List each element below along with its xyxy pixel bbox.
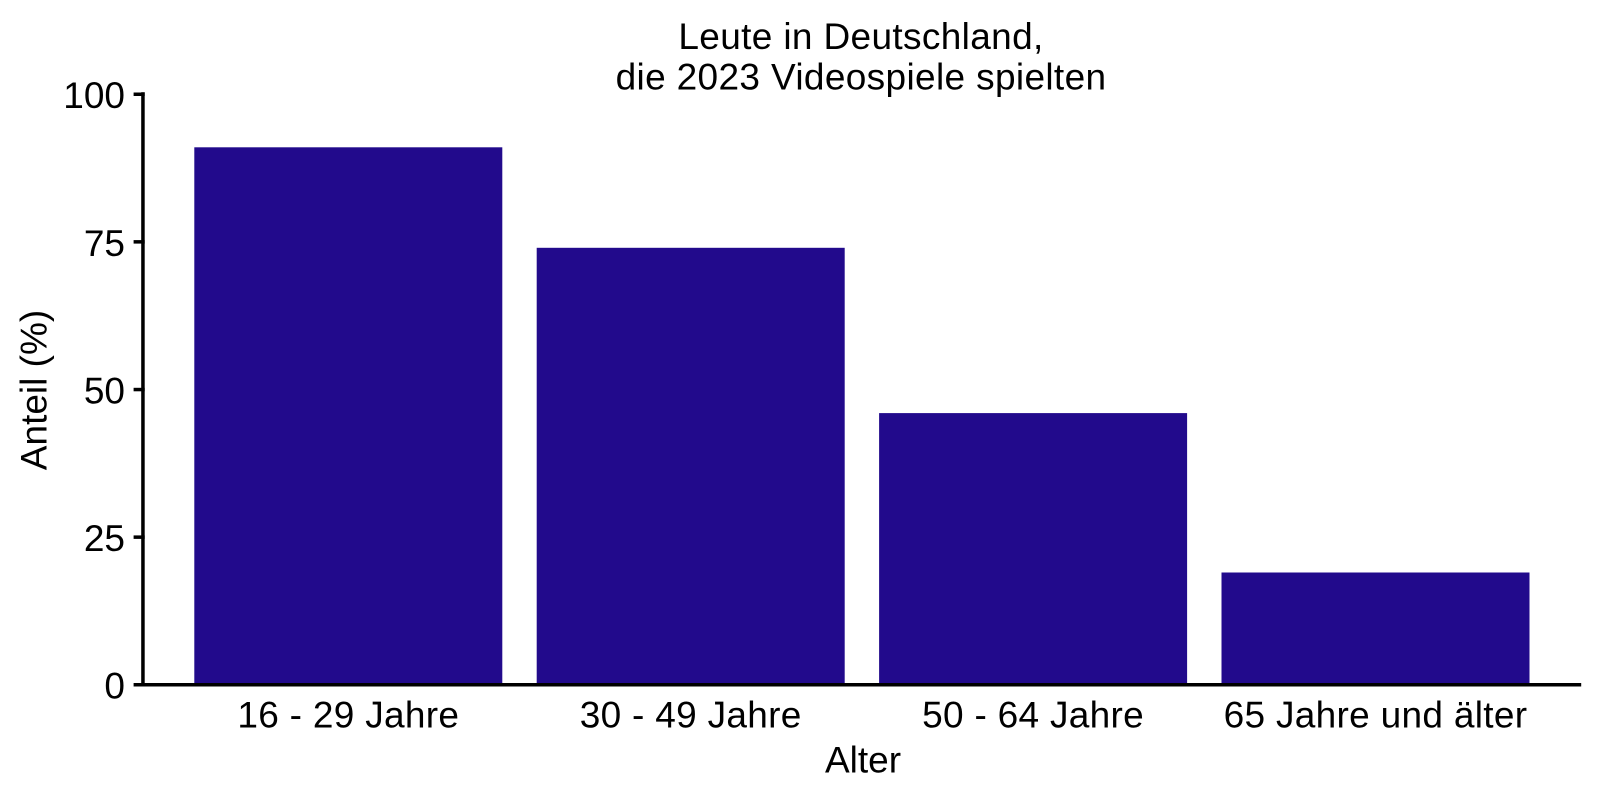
svg-text:100: 100: [63, 75, 125, 116]
svg-text:75: 75: [84, 223, 125, 264]
svg-text:die 2023 Videospiele spielten: die 2023 Videospiele spielten: [616, 57, 1107, 98]
svg-text:65 Jahre und älter: 65 Jahre und älter: [1224, 694, 1528, 735]
svg-text:50 - 64 Jahre: 50 - 64 Jahre: [922, 694, 1144, 735]
svg-text:Anteil (%): Anteil (%): [14, 310, 55, 470]
svg-text:25: 25: [84, 518, 125, 559]
svg-text:Alter: Alter: [825, 740, 901, 781]
svg-text:0: 0: [104, 666, 125, 707]
svg-text:Leute in Deutschland,: Leute in Deutschland,: [678, 16, 1043, 57]
svg-text:50: 50: [84, 371, 125, 412]
svg-text:30 - 49 Jahre: 30 - 49 Jahre: [580, 694, 802, 735]
svg-text:16 - 29 Jahre: 16 - 29 Jahre: [237, 694, 459, 735]
